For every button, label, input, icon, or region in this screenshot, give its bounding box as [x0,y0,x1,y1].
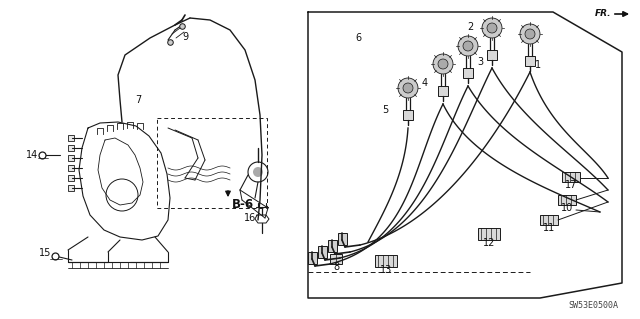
Bar [68,145,74,151]
Circle shape [463,41,473,51]
Text: 17: 17 [565,180,577,190]
Text: B-6: B-6 [232,198,254,211]
Circle shape [482,18,502,38]
Text: 13: 13 [380,265,392,275]
Bar [318,246,327,258]
Text: 14: 14 [26,150,38,160]
Bar [558,195,576,205]
Bar [68,175,74,181]
Bar [487,50,497,60]
Bar [338,233,347,245]
Text: 16: 16 [244,213,256,223]
Bar [68,165,74,171]
Bar [375,255,397,267]
Text: 6: 6 [355,33,361,43]
Text: 8: 8 [333,262,339,272]
Text: 12: 12 [483,238,495,248]
Bar [157,118,267,208]
Circle shape [458,36,478,56]
Bar [525,56,535,66]
Text: 11: 11 [543,223,555,233]
Circle shape [525,29,535,39]
Text: 15: 15 [39,248,51,258]
Circle shape [438,59,448,69]
Circle shape [487,23,497,33]
Text: 2: 2 [467,22,473,32]
Text: 5: 5 [382,105,388,115]
Bar [68,135,74,141]
Bar [68,185,74,191]
Bar [540,215,558,225]
Bar [478,228,500,240]
Circle shape [433,54,453,74]
Bar [403,110,413,120]
Bar [68,155,74,161]
Circle shape [253,167,263,177]
Bar [308,252,317,264]
Bar [330,254,342,264]
Circle shape [403,83,413,93]
Text: 1: 1 [535,60,541,70]
Text: 7: 7 [135,95,141,105]
Circle shape [398,78,418,98]
Text: 10: 10 [561,203,573,213]
Text: 3: 3 [477,57,483,67]
Text: 9: 9 [182,32,188,42]
Bar [463,68,473,78]
Text: 4: 4 [422,78,428,88]
Bar [562,172,580,182]
Text: FR.: FR. [595,10,611,19]
Circle shape [520,24,540,44]
Bar [328,240,337,252]
Bar [438,86,448,96]
Text: SW53E0500A: SW53E0500A [568,301,618,310]
